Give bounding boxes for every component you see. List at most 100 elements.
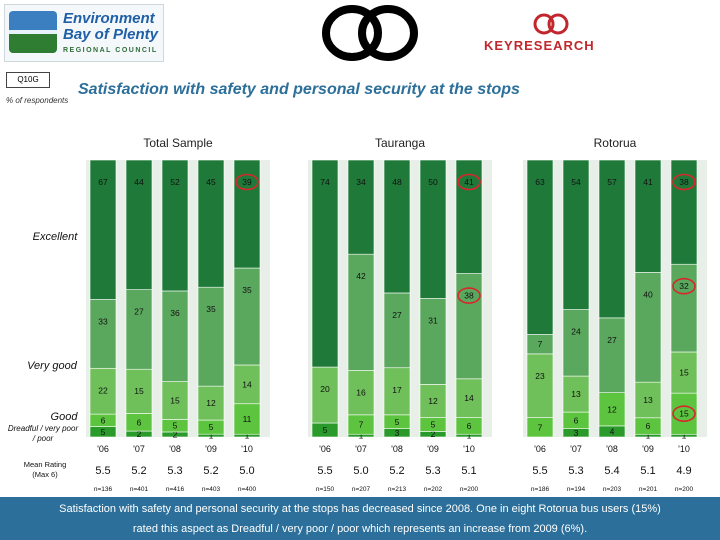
data-label: 35 [206,304,216,314]
group-title: Tauranga [375,136,425,150]
bar-segment [419,159,447,299]
data-label: 15 [170,395,180,405]
data-label: 5 [101,427,106,437]
bar-segment [311,366,339,424]
question-code: Q10G [6,72,50,88]
bar-segment [383,159,411,294]
segment-label-poor: Dreadful / very poor / poor [8,424,79,443]
category-label: '06 [534,444,546,454]
mean-rating-value: 5.0 [353,465,368,477]
data-label: 6 [137,417,142,427]
data-label: 54 [571,177,581,187]
data-label: 2 [173,429,178,439]
bar-segment [125,289,153,370]
data-label: 41 [464,177,474,187]
bar-segment [125,159,153,290]
data-label: 22 [98,385,108,395]
data-label: 5 [323,425,328,435]
highlight-circle [672,405,696,422]
mean-rating-label: Mean Rating (Max 6) [24,460,67,479]
segment-label-good: Good [51,411,79,423]
data-label: 12 [428,396,438,406]
sample-size-label: n=213 [388,486,407,493]
data-label: 34 [356,177,366,187]
category-label: '08 [169,444,181,454]
sample-size-label: n=202 [424,486,443,493]
data-label: 40 [643,289,653,299]
bar-segment [562,309,590,377]
bar-segment [233,403,261,435]
sample-size-label: n=203 [603,486,622,493]
bar-segment [89,159,117,300]
data-label: 16 [356,388,366,398]
bar-segment [419,298,447,385]
bar-segment [526,159,554,335]
bar-segment [670,263,698,353]
mean-rating-value: 5.2 [389,465,404,477]
data-label: 2 [431,429,436,439]
sample-size-label: n=200 [675,486,694,493]
bar-segment [161,381,189,420]
data-label: 44 [134,177,144,187]
footer-line-2: rated this aspect as Dreadful / very poo… [132,523,588,535]
data-label: 2 [137,429,142,439]
data-label: 12 [206,398,216,408]
mean-rating-value: 5.5 [95,465,110,477]
data-label: 38 [464,291,474,301]
data-label: 12 [607,404,617,414]
bar-segment [347,159,375,255]
data-label: 6 [646,421,651,431]
data-label: 5 [431,420,436,430]
data-label: 14 [464,393,474,403]
data-label: 1 [245,431,250,441]
highlight-circle [457,173,481,191]
data-label: 6 [101,415,106,425]
org-name-line1: Environment [63,10,155,27]
data-label: 7 [538,422,543,432]
highlight-circle [672,173,696,191]
data-label: 27 [134,307,144,317]
mean-rating-value: 5.5 [532,465,547,477]
data-label: 7 [538,339,543,349]
sample-size-label: n=416 [166,486,185,493]
category-label: '07 [355,444,367,454]
category-label: '10 [463,444,475,454]
sample-size-label: n=150 [316,486,335,493]
bar-segment [670,392,698,435]
bar-segment [197,286,225,387]
data-label: 11 [243,414,252,424]
bar-segment [634,159,662,273]
sample-size-label: n=400 [238,486,257,493]
keyresearch-mark-icon [533,13,569,35]
respondent-note: % of respondents [6,96,69,105]
mean-rating-value: 4.9 [676,465,691,477]
mean-rating-value: 5.2 [131,465,146,477]
data-label: 57 [607,177,617,187]
data-label: 1 [467,431,472,441]
data-label: 5 [173,421,178,431]
mean-rating-value: 5.2 [203,465,218,477]
category-label: '07 [133,444,145,454]
data-label: 74 [320,177,330,187]
mean-rating-value: 5.1 [461,465,476,477]
data-label: 15 [679,368,689,378]
bar-segment [455,378,483,418]
highlight-circle [235,173,259,191]
data-label: 1 [682,431,687,441]
bar-segment [455,159,483,274]
data-label: 27 [607,335,617,345]
data-label: 23 [535,371,545,381]
bar-segment [161,290,189,382]
data-label: 48 [392,177,402,187]
sample-size-label: n=200 [460,486,479,493]
bar-segment [233,267,261,366]
category-label: '09 [642,444,654,454]
environment-bop-logo: Environment Bay of Plenty REGIONAL COUNC… [4,4,164,62]
data-label: 33 [98,317,108,327]
sample-size-label: n=403 [202,486,221,493]
org-sub: REGIONAL COUNCIL [63,47,158,54]
data-label: 13 [571,389,581,399]
data-label: 39 [242,177,252,187]
sample-size-label: n=136 [94,486,113,493]
bar-segment [347,370,375,416]
